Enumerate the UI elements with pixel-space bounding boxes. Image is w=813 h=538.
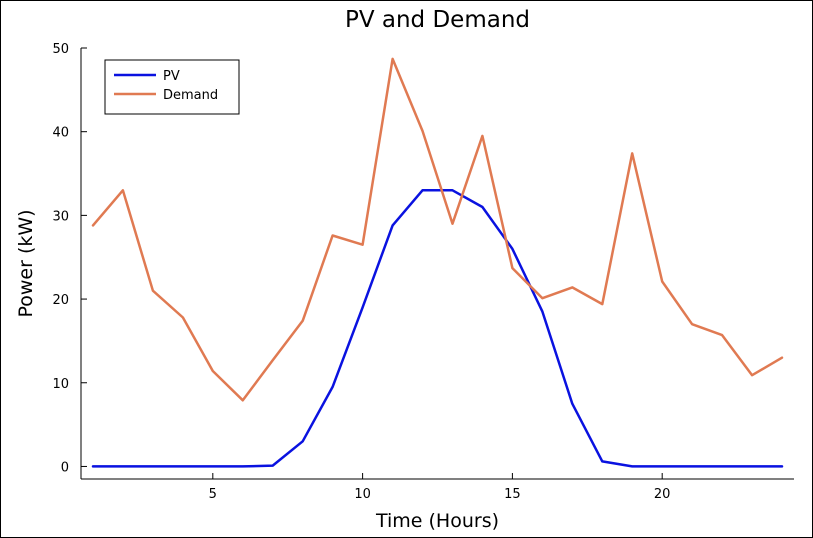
y-tick-label: 40 <box>52 126 69 141</box>
y-tick-label: 50 <box>52 42 69 57</box>
chart-title: PV and Demand <box>345 7 530 33</box>
y-tick-label: 0 <box>61 460 69 475</box>
x-tick-label: 5 <box>209 487 217 502</box>
y-tick-label: 20 <box>52 293 69 308</box>
legend-label: Demand <box>163 88 218 103</box>
x-axis-label: Time (Hours) <box>375 510 499 532</box>
plot-lines <box>91 57 784 468</box>
y-tick-label: 30 <box>52 209 69 224</box>
legend-label: PV <box>163 69 180 84</box>
y-axis-label: Power (kW) <box>15 209 37 317</box>
x-tick-label: 10 <box>354 487 371 502</box>
axes: 5 10 15 20 0 10 20 30 40 50 <box>52 42 794 502</box>
series-line-pv <box>91 189 784 468</box>
y-tick-label: 10 <box>52 377 69 392</box>
legend: PV Demand <box>104 59 240 115</box>
legend-box <box>104 59 240 115</box>
series-line-demand <box>91 57 784 402</box>
x-tick-label: 20 <box>654 487 671 502</box>
x-tick-label: 15 <box>504 487 521 502</box>
